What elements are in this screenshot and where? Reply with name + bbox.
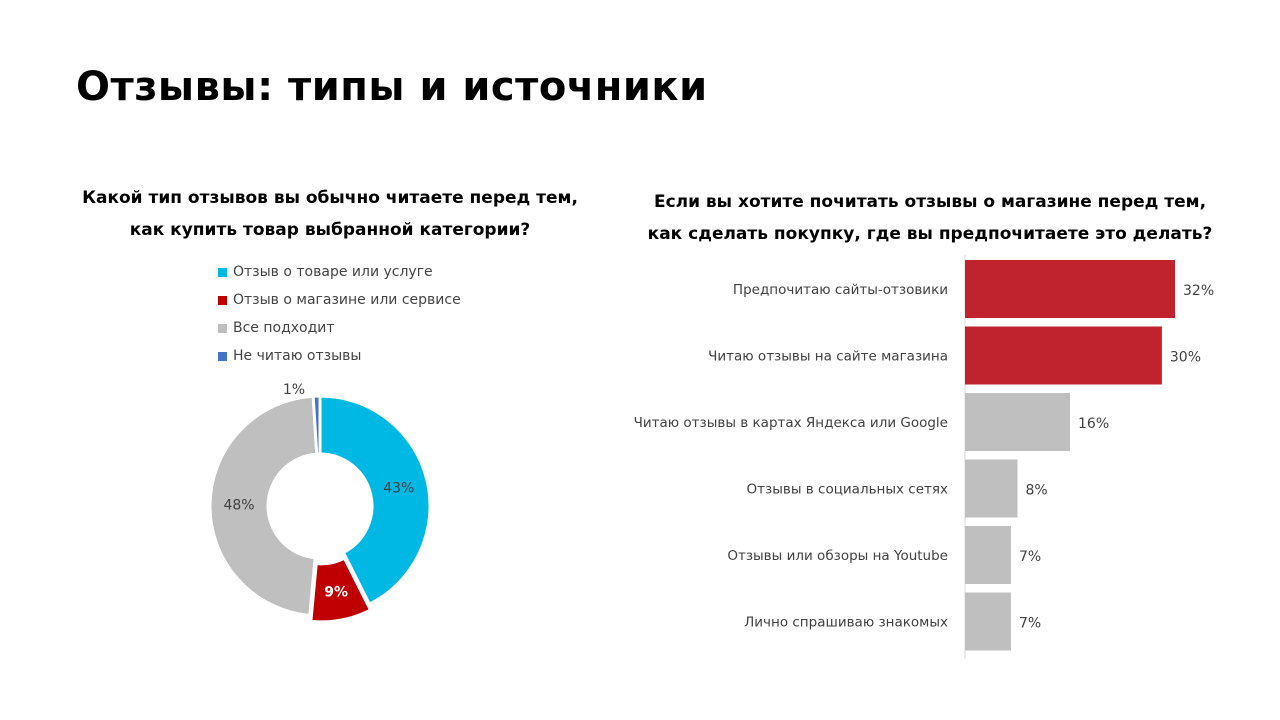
legend-swatch [218,267,227,277]
donut-data-label: 43% [383,480,414,496]
bar [965,592,1011,651]
legend-swatch [218,295,227,305]
legend-item: Все подходит [218,314,461,342]
slide-title: Отзывы: типы и источники [76,64,708,110]
bar-chart-title: Если вы хотите почитать отзывы о магазин… [610,186,1250,250]
legend-item: Не читаю отзывы [218,342,461,370]
bar-data-label: 32% [1183,283,1214,299]
donut-slice [311,394,322,456]
bar-category-label: Читаю отзывы в картах Яндекса или Google [634,415,948,431]
legend-label: Не читаю отзывы [233,348,362,364]
bar [965,393,1070,451]
legend-swatch [218,323,227,333]
donut-title-line: Какой тип отзывов вы обычно читаете пере… [82,188,578,208]
legend-label: Все подходит [233,320,335,336]
bar-data-label: 30% [1170,350,1201,366]
bar [965,459,1018,518]
donut-title-line: как купить товар выбранной категории? [129,220,531,240]
bar [965,326,1162,385]
donut-data-label: 48% [223,498,254,514]
bar-category-label: Читаю отзывы на сайте магазина [708,349,948,365]
donut-slice [318,394,432,607]
bar [965,260,1175,318]
legend-label: Отзыв о товаре или услуге [233,264,433,280]
bar-data-label: 7% [1019,549,1041,565]
bar-data-label: 7% [1019,616,1041,632]
donut-slice [309,556,373,624]
legend-item: Отзыв о товаре или услуге [218,258,461,286]
donut-data-label: 9% [324,584,348,600]
bar-category-label: Отзывы или обзоры на Youtube [727,548,948,564]
bar [965,526,1011,584]
bar-data-label: 8% [1026,483,1048,499]
bar-title-line: Если вы хотите почитать отзывы о магазин… [653,192,1207,212]
bar-category-label: Отзывы в социальных сетях [747,482,948,498]
legend-item: Отзыв о магазине или сервисе [218,286,461,314]
bar-category-label: Предпочитаю сайты-отзовики [733,282,948,298]
bar-category-label: Лично спрашиваю знакомых [744,615,948,631]
donut-data-label: 1% [283,382,305,398]
donut-legend: Отзыв о товаре или услуге Отзыв о магазин… [218,258,461,370]
donut-slice [208,394,319,618]
bar-title-line: как сделать покупку, где вы предпочитает… [647,224,1213,244]
donut-chart-title: Какой тип отзывов вы обычно читаете пере… [40,182,620,246]
legend-swatch [218,351,227,361]
bar-data-label: 16% [1078,416,1109,432]
legend-label: Отзыв о магазине или сервисе [233,292,461,308]
